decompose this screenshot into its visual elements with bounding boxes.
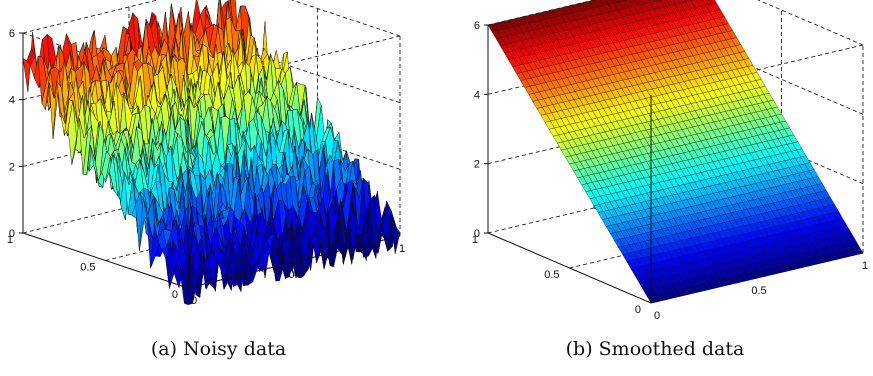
box-edge <box>22 180 236 234</box>
y-tick-label: 0.5 <box>544 269 559 281</box>
z-tick-label: 6 <box>9 28 15 40</box>
box-edge <box>757 0 864 46</box>
grid-line <box>22 113 236 167</box>
z-tick-label: 2 <box>474 159 480 171</box>
z-tick-label: 4 <box>9 95 15 107</box>
y-tick-label: 0 <box>635 304 641 316</box>
surface-facet <box>184 253 194 305</box>
y-tick-label: 1 <box>472 234 478 246</box>
z-tick-label: 0 <box>9 228 15 240</box>
grid-line <box>105 208 318 261</box>
x-axis-line <box>187 235 401 289</box>
x-tick-label: 1 <box>862 260 868 272</box>
y-tick-label: 0 <box>172 289 178 301</box>
x-tick-label: 1 <box>399 243 405 255</box>
grid-line <box>234 47 401 104</box>
y-axis-line <box>22 232 189 289</box>
y-tick-label: 1 <box>7 234 13 246</box>
y-axis-line <box>487 232 652 304</box>
z-tick-label: 2 <box>9 161 15 173</box>
smoothed-data-caption: (b) Smoothed data <box>565 338 745 360</box>
box-edge <box>650 44 864 96</box>
y-tick-label: 0.5 <box>80 262 95 274</box>
noisy-data-caption: (a) Noisy data <box>150 338 287 360</box>
surface-mesh <box>487 0 864 304</box>
x-tick-label: 0 <box>191 295 197 307</box>
noisy-surface-panel: 0 2 4 6 0 0.5 1 0 0.5 1 (a) Noisy data <box>7 0 405 360</box>
z-tick-label: 6 <box>474 20 480 32</box>
x-tick-label: 0.5 <box>288 269 303 281</box>
x-tick-label: 0 <box>654 310 660 322</box>
box-edge <box>187 35 401 89</box>
x-axis-line <box>650 252 864 304</box>
z-tick-label: 4 <box>474 89 480 101</box>
surface-mesh <box>22 0 401 305</box>
smoothed-surface-panel: 0 2 4 6 0 0.5 1 0 0.5 1 (b) Smoothed data <box>437 0 873 376</box>
z-tick-label: 0 <box>474 228 480 240</box>
box-edge <box>22 0 160 34</box>
x-tick-label: 0.5 <box>751 285 766 297</box>
